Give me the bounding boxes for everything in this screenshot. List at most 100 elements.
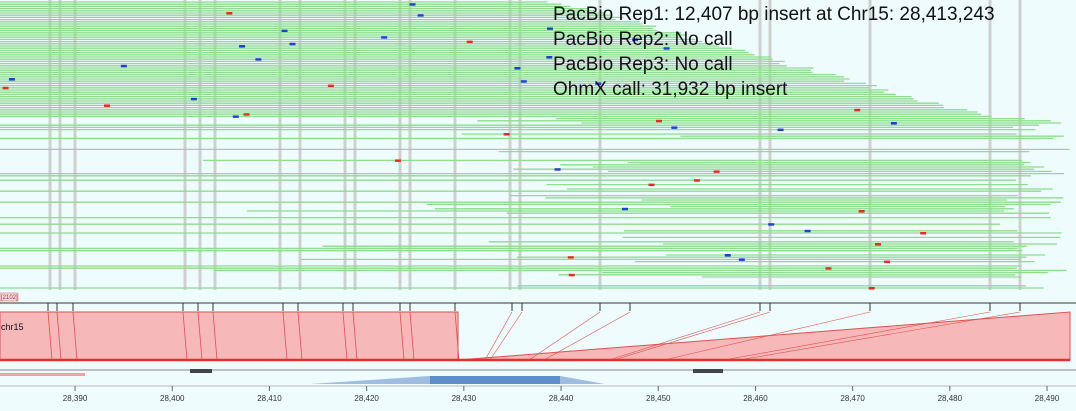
mismatch <box>514 67 521 70</box>
mismatch <box>671 126 678 129</box>
link <box>663 311 871 361</box>
mismatch <box>595 82 602 85</box>
axis-tick-label: 28,460 <box>743 394 768 403</box>
link <box>528 311 601 361</box>
variant-column <box>73 0 77 290</box>
mismatch <box>120 64 127 68</box>
gap-box <box>190 369 212 373</box>
mismatch <box>804 229 811 233</box>
variant-column <box>988 0 992 290</box>
mismatch <box>868 287 875 290</box>
mismatch <box>232 115 239 118</box>
axis-tick-label: 28,440 <box>549 394 574 403</box>
variant-column <box>868 0 872 290</box>
axis-tick-label: 28,420 <box>354 394 379 403</box>
link <box>297 311 303 361</box>
annotation-block: PacBio Rep1: 12,407 bp insert at Chr15: … <box>553 4 995 100</box>
mismatch <box>104 104 111 107</box>
variant-column <box>598 0 602 290</box>
link <box>342 311 348 361</box>
annotation: PacBio Rep1: 12,407 bp insert at Chr15: … <box>553 4 995 25</box>
link <box>352 311 358 361</box>
coverage-peak <box>430 376 560 384</box>
mismatch <box>239 45 246 48</box>
mismatch <box>874 243 881 246</box>
mismatch <box>327 84 334 88</box>
mismatch <box>663 47 670 50</box>
link <box>608 311 761 361</box>
mismatch <box>243 113 250 116</box>
segment-ticks <box>47 303 1021 311</box>
variant-column <box>353 0 357 290</box>
variant-column <box>278 0 282 290</box>
link <box>212 311 218 361</box>
mismatch <box>8 78 15 81</box>
gap-box <box>693 369 723 373</box>
mismatch <box>920 232 927 235</box>
mismatch <box>568 273 575 277</box>
mismatch <box>394 159 401 162</box>
mismatch <box>738 258 745 261</box>
variant-column <box>183 0 187 290</box>
alignment-links <box>47 311 1021 361</box>
mismatch <box>417 14 424 17</box>
link <box>409 311 415 361</box>
axis-tick-label: 28,430 <box>452 394 477 403</box>
annotation: OhmX call: 31,932 bp insert <box>553 79 788 100</box>
mismatch <box>656 119 663 123</box>
mismatch <box>693 179 700 182</box>
link <box>454 311 460 361</box>
axis-tick-label: 28,390 <box>63 394 88 403</box>
reads-track <box>0 0 1070 290</box>
mismatch <box>520 80 527 83</box>
mismatch <box>890 122 897 125</box>
link <box>489 311 523 361</box>
mismatch <box>768 223 775 226</box>
mismatch <box>255 58 262 61</box>
link <box>723 311 991 361</box>
axis-tick-label: 28,480 <box>938 394 963 403</box>
annotation: PacBio Rep3: No call <box>553 54 733 75</box>
variant-column <box>518 0 522 290</box>
variant-column <box>453 0 457 290</box>
mismatch <box>854 108 861 112</box>
link <box>282 311 288 361</box>
link <box>738 311 1021 361</box>
mismatch <box>825 267 832 270</box>
variant-column <box>398 0 402 290</box>
link <box>484 311 513 361</box>
mismatch <box>621 207 628 211</box>
link <box>47 311 53 361</box>
link <box>56 311 62 361</box>
mismatch <box>724 254 731 257</box>
link <box>197 311 203 361</box>
axis-tick-label: 28,490 <box>1035 394 1060 403</box>
mismatch <box>381 36 388 39</box>
mismatch <box>884 260 891 264</box>
axis-tick-label: 28,400 <box>160 394 185 403</box>
mismatch <box>281 29 288 33</box>
mismatch <box>546 56 553 59</box>
mismatch <box>190 97 197 101</box>
x-axis: 28,390 28,400 28,410 28,420 28,430 28,440 28,4… <box>63 386 1060 403</box>
aligned-block <box>0 311 459 361</box>
variant-column <box>198 0 202 290</box>
mismatch <box>713 170 720 173</box>
variant-column <box>758 0 762 290</box>
axis-tick-label: 28,450 <box>646 394 671 403</box>
mismatch <box>777 128 784 132</box>
mismatch <box>648 183 655 187</box>
variant-column <box>343 0 347 290</box>
mismatch <box>858 210 865 213</box>
mismatch <box>503 133 510 136</box>
variant-column <box>213 0 217 290</box>
mismatch <box>632 38 639 41</box>
link <box>543 311 631 361</box>
variant-column <box>1018 0 1022 290</box>
mismatch <box>409 3 416 6</box>
variant-column <box>508 0 512 290</box>
link <box>613 311 771 361</box>
track-label: [2102] <box>1 295 18 301</box>
